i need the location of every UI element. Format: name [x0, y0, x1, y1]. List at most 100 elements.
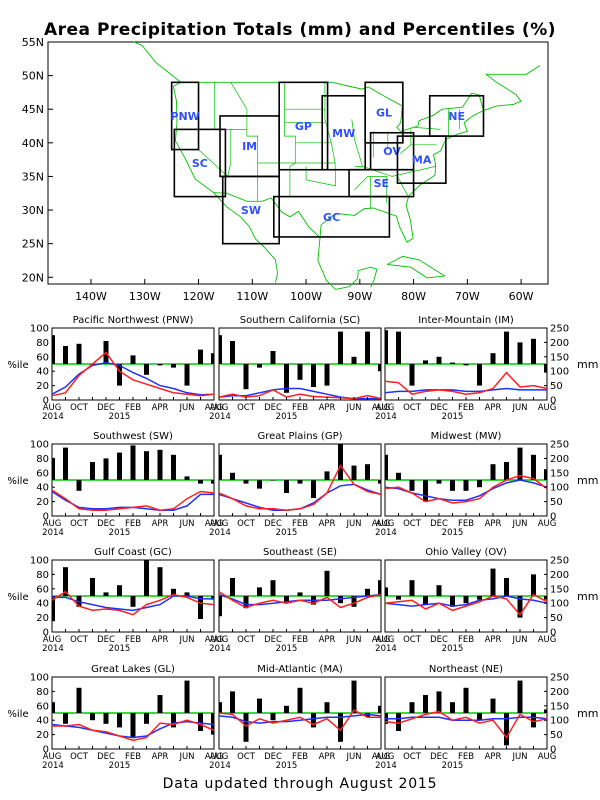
year-label: 2014	[375, 644, 397, 654]
normal-precip-line	[384, 595, 548, 607]
percentile-bar	[90, 462, 95, 480]
percentile-bar	[385, 330, 388, 364]
percentile-bar	[157, 364, 163, 366]
month-label: AUG	[372, 403, 391, 413]
canada-east-coastline	[483, 65, 541, 112]
percentile-bar	[243, 713, 249, 742]
percentile-bar	[378, 705, 381, 713]
month-label: FEB	[458, 752, 474, 762]
chart-panel: Southern California (SC) AUG OCT DEC FEB APR J…	[209, 315, 390, 422]
month-label: APR	[485, 752, 502, 762]
y-tick-label: 20	[36, 613, 49, 624]
percentile-bar	[365, 331, 370, 364]
month-label: AUG	[372, 752, 391, 762]
percentile-bar	[257, 587, 262, 596]
percentile-bar	[517, 342, 523, 364]
percentile-bar	[311, 713, 316, 728]
percentile-bar	[378, 364, 381, 372]
percentile-bar	[219, 454, 222, 480]
observed-precip-line	[218, 709, 381, 732]
year-label: 2015	[276, 528, 298, 538]
percentile-bar	[463, 480, 469, 491]
percentile-bar	[117, 585, 122, 596]
lon-tick-label: 80W	[401, 290, 426, 303]
y2-tick-label: 50	[550, 730, 563, 741]
year-label: 2015	[276, 644, 298, 654]
y2-tick-label: 0	[550, 396, 556, 407]
percentile-bar	[184, 680, 190, 713]
y2-tick-label: 150	[550, 468, 569, 479]
region-label-ov: OV	[383, 145, 401, 158]
percentile-bar	[130, 713, 136, 739]
chart-title: Southern California (SC)	[240, 315, 361, 326]
observed-precip-line	[384, 474, 548, 504]
observed-precip-line	[51, 351, 215, 397]
y-tick-label: 100	[30, 324, 49, 335]
region-label-ne: NE	[448, 110, 465, 123]
percentile-bar	[284, 480, 289, 493]
percentile-bar	[270, 351, 276, 364]
percentile-bar	[198, 596, 203, 619]
month-label: AUG	[376, 403, 395, 413]
year-label: 2014	[375, 528, 397, 538]
observed-precip-line	[52, 719, 215, 742]
percentile-bar	[423, 360, 428, 364]
month-label: JUN	[511, 752, 527, 762]
month-label: FEB	[125, 519, 141, 529]
y2-tick-label: 250	[550, 556, 569, 567]
percentile-bar	[351, 596, 357, 607]
percentile-bar	[171, 588, 176, 596]
month-label: APR	[319, 752, 336, 762]
y-tick-label: 20	[36, 381, 49, 392]
percentile-bar	[436, 480, 442, 484]
percentile-bar	[257, 364, 262, 368]
percentile-bar	[243, 596, 249, 609]
y-tick-label: 80	[36, 570, 49, 581]
region-label-ma: MA	[412, 154, 432, 167]
lat-tick-label: 25N	[22, 238, 44, 251]
normal-precip-line	[218, 483, 382, 511]
month-label: AUG	[538, 635, 557, 645]
percentile-bar	[117, 452, 122, 480]
y-axis-label-mm: mm	[577, 590, 598, 603]
percentile-bar	[477, 596, 482, 600]
year-label: 2015	[442, 761, 464, 771]
region-label-mw: MW	[332, 127, 355, 140]
lon-tick-label: 60W	[509, 290, 534, 303]
year-label: 2014	[42, 412, 64, 422]
region-box-ma	[396, 135, 447, 184]
year-label: 2015	[442, 412, 464, 422]
percentile-bar	[144, 451, 149, 480]
y-axis-label-pct: %ile	[7, 476, 28, 487]
percentile-bar	[409, 480, 415, 491]
month-label: AUG	[43, 403, 62, 413]
y-tick-label: 60	[36, 701, 49, 712]
percentile-bar	[463, 596, 469, 604]
month-label: DEC	[430, 635, 448, 645]
lat-tick-label: 50N	[22, 70, 44, 83]
month-label: OCT	[403, 519, 422, 529]
y2-tick-label: 100	[550, 367, 569, 378]
percentile-bar	[311, 480, 316, 498]
month-label: AUG	[43, 752, 62, 762]
percentile-bar	[297, 364, 303, 380]
percentile-bar	[517, 596, 523, 618]
percentile-bar	[504, 462, 509, 480]
percentile-bar	[338, 331, 343, 364]
percentile-bar	[130, 596, 136, 607]
y-tick-label: 60	[36, 468, 49, 479]
y2-tick-label: 50	[550, 613, 563, 624]
y2-tick-label: 250	[550, 324, 569, 335]
percentile-bar	[211, 480, 214, 484]
percentile-bar	[423, 480, 428, 502]
observed-precip-line	[51, 489, 215, 511]
percentile-bar	[409, 702, 415, 713]
percentile-bar	[103, 458, 109, 480]
month-label: APR	[152, 752, 169, 762]
y2-tick-label: 200	[550, 454, 569, 465]
month-label: OCT	[403, 403, 422, 413]
y-axis-label-pct: %ile	[7, 709, 28, 720]
lat-tick-label: 45N	[22, 103, 44, 116]
